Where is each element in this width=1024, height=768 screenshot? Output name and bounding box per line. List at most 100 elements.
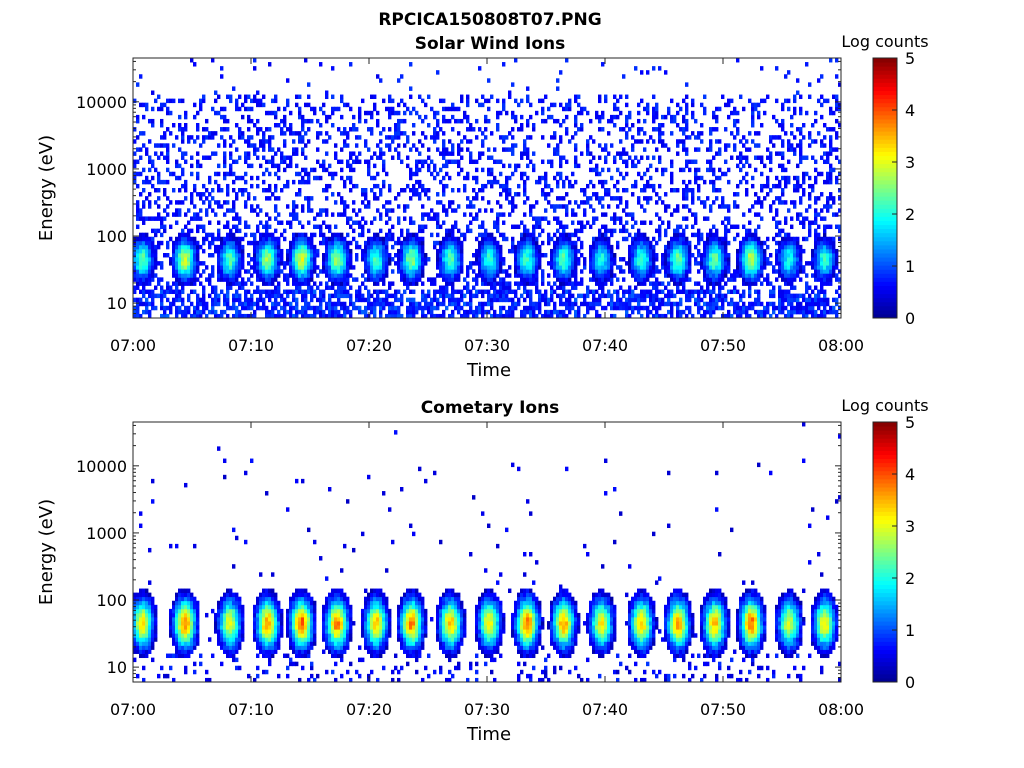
heatmap-cell bbox=[301, 265, 305, 270]
heatmap-cell bbox=[337, 236, 341, 242]
heatmap-cell bbox=[526, 118, 530, 124]
heatmap-cell bbox=[727, 102, 731, 108]
heatmap-cell bbox=[388, 216, 392, 221]
heatmap-cell bbox=[529, 305, 533, 311]
heatmap-cell bbox=[490, 208, 494, 213]
heatmap-cell bbox=[133, 297, 137, 303]
heatmap-cell bbox=[694, 167, 698, 173]
heatmap-cell bbox=[616, 301, 620, 307]
heatmap-cell bbox=[142, 220, 146, 225]
heatmap-cell bbox=[547, 159, 551, 165]
heatmap-cell bbox=[268, 281, 272, 286]
heatmap-cell bbox=[748, 305, 752, 311]
heatmap-cell bbox=[646, 277, 650, 282]
heatmap-cell bbox=[421, 289, 425, 295]
heatmap-cell bbox=[322, 240, 326, 246]
heatmap-cell bbox=[190, 277, 194, 282]
heatmap-cell bbox=[253, 66, 257, 71]
heatmap-cell bbox=[676, 232, 680, 238]
heatmap-cell bbox=[565, 232, 569, 238]
heatmap-cell bbox=[340, 175, 344, 181]
heatmap-cell bbox=[463, 175, 467, 181]
heatmap-cell bbox=[550, 309, 554, 315]
heatmap-cell bbox=[208, 281, 212, 286]
heatmap-cell bbox=[295, 171, 299, 177]
heatmap-cell bbox=[664, 313, 668, 319]
heatmap-cell bbox=[358, 305, 362, 311]
heatmap-cell bbox=[148, 253, 152, 258]
heatmap-cell bbox=[193, 139, 197, 144]
heatmap-cell bbox=[226, 240, 230, 246]
heatmap-cell bbox=[193, 261, 197, 266]
heatmap-cell bbox=[265, 110, 269, 116]
heatmap-cell bbox=[394, 297, 398, 303]
heatmap-cell bbox=[610, 265, 614, 270]
heatmap-cell bbox=[388, 114, 392, 120]
heatmap-cell bbox=[262, 139, 266, 144]
heatmap-cell bbox=[496, 297, 500, 303]
heatmap-cell bbox=[574, 163, 578, 169]
heatmap-cell bbox=[724, 273, 728, 278]
heatmap-cell bbox=[625, 220, 629, 225]
heatmap-cell bbox=[610, 228, 614, 234]
heatmap-cell bbox=[445, 281, 449, 286]
heatmap-cell bbox=[481, 94, 485, 100]
heatmap-cell bbox=[727, 179, 731, 185]
heatmap-cell bbox=[352, 123, 356, 128]
heatmap-cell bbox=[277, 123, 281, 128]
heatmap-cell bbox=[391, 293, 395, 299]
heatmap-cell bbox=[412, 261, 416, 266]
heatmap-cell bbox=[688, 309, 692, 315]
heatmap-cell bbox=[481, 277, 485, 282]
heatmap-cell bbox=[232, 188, 236, 193]
heatmap-cell bbox=[685, 102, 689, 108]
heatmap-cell bbox=[685, 289, 689, 295]
heatmap-cell bbox=[565, 277, 569, 282]
heatmap-cell bbox=[604, 224, 608, 230]
heatmap-cell bbox=[373, 289, 377, 295]
heatmap-cell bbox=[457, 297, 461, 303]
heatmap-cell bbox=[373, 273, 377, 278]
heatmap-cell bbox=[349, 297, 353, 303]
heatmap-cell bbox=[370, 155, 374, 160]
heatmap-cell bbox=[307, 179, 311, 185]
heatmap-cell bbox=[298, 253, 302, 258]
heatmap-cell bbox=[643, 248, 647, 254]
heatmap-cell bbox=[421, 305, 425, 311]
heatmap-cell bbox=[217, 236, 221, 242]
heatmap-cell bbox=[385, 106, 389, 112]
heatmap-cell bbox=[529, 102, 533, 108]
heatmap-cell bbox=[151, 123, 155, 128]
heatmap-cell bbox=[259, 220, 263, 225]
heatmap-cell bbox=[451, 277, 455, 282]
heatmap-cell bbox=[526, 151, 530, 156]
heatmap-cell bbox=[283, 167, 287, 173]
heatmap-cell bbox=[484, 98, 488, 104]
heatmap-cell bbox=[457, 273, 461, 278]
heatmap-cell bbox=[388, 183, 392, 189]
heatmap-cell bbox=[205, 208, 209, 213]
heatmap-cell bbox=[331, 212, 335, 217]
heatmap-cell bbox=[322, 309, 326, 315]
heatmap-cell bbox=[547, 261, 551, 266]
heatmap-cell bbox=[370, 110, 374, 116]
heatmap-cell bbox=[424, 313, 428, 319]
heatmap-cell bbox=[583, 313, 587, 319]
heatmap-cell bbox=[364, 285, 368, 290]
heatmap-cell bbox=[649, 309, 653, 315]
heatmap-cell bbox=[349, 163, 353, 169]
heatmap-cell bbox=[178, 281, 182, 286]
heatmap-cell bbox=[535, 289, 539, 295]
heatmap-cell bbox=[274, 208, 278, 213]
panel-title: Solar Wind Ions bbox=[415, 34, 566, 54]
heatmap-cell bbox=[499, 192, 503, 197]
heatmap-cell bbox=[379, 289, 383, 295]
heatmap-cell bbox=[628, 253, 632, 258]
heatmap-cell bbox=[397, 297, 401, 303]
heatmap-cell bbox=[298, 106, 302, 112]
heatmap-cell bbox=[154, 257, 158, 262]
heatmap-cell bbox=[646, 265, 650, 270]
heatmap-cell bbox=[445, 285, 449, 290]
heatmap-cell bbox=[703, 309, 707, 315]
heatmap-cell bbox=[301, 114, 305, 120]
